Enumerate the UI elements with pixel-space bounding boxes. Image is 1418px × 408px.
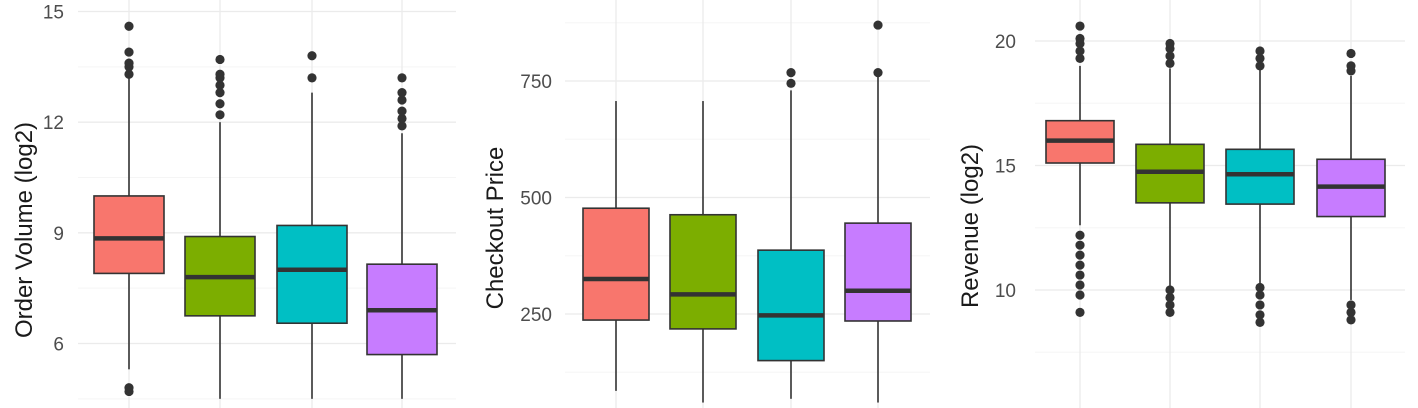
box-4 [844,20,912,403]
outlier-point [1255,282,1265,293]
outlier-point [215,88,225,98]
box-1 [1045,21,1115,318]
outlier-point [1075,230,1085,240]
outlier-point [1165,58,1175,69]
outlier-point [786,68,796,78]
outlier-point [1075,33,1085,44]
box-3 [757,68,825,399]
outlier-point [1075,46,1085,56]
outlier-point [1346,48,1356,59]
box-3 [276,51,348,399]
outlier-point [1165,307,1175,318]
outlier-point [1075,250,1085,260]
outlier-point [124,47,134,57]
y-tick-label: 6 [53,335,64,356]
outlier-point [1255,317,1265,327]
outlier-point [215,110,225,120]
outlier-point [1255,46,1265,56]
box-iqr [1225,148,1295,205]
y-tick-label: 15 [43,3,64,24]
y-axis-label: Checkout Price [482,147,509,310]
outlier-point [873,20,883,30]
outlier-point [307,73,317,83]
outlier-point [215,69,225,79]
y-tick-label: 5 [1005,406,1016,408]
box-4 [366,73,438,399]
panel-1: 6 9 12 15 Order Volume (log2) [11,0,456,408]
outlier-point [397,113,407,124]
outlier-point [1165,51,1175,61]
box-1 [582,101,650,391]
outlier-point [1346,300,1356,310]
y-tick-label: 250 [520,305,552,326]
outlier-point [1075,21,1085,31]
outlier-point [1165,300,1175,310]
outlier-point [1075,270,1085,280]
outlier-point [215,99,225,109]
outlier-point [215,54,225,65]
outlier-point [307,51,317,61]
box-3 [1225,46,1295,327]
box-2 [1135,38,1205,318]
outlier-point [397,95,407,105]
outlier-point [1255,290,1265,300]
box-iqr [93,195,165,275]
outlier-point [1346,307,1356,318]
outlier-point [1075,290,1085,300]
outlier-point [124,58,134,68]
outlier-point [1346,61,1356,71]
y-axis-label: Order Volume (log2) [11,122,38,338]
y-tick-label: 15 [995,157,1016,178]
outlier-point [1075,280,1085,290]
box-iqr [844,222,912,322]
box-iqr [276,224,348,325]
box-iqr [669,213,737,330]
y-tick-label: 9 [53,224,64,245]
outlier-point [124,21,134,31]
outlier-point [1255,300,1265,310]
outlier-point [397,73,407,83]
outlier-point [1075,240,1085,250]
outlier-point [1165,38,1175,49]
box-2 [669,101,737,403]
panel-3: 5 10 15 20 Revenue (log2) [957,0,1405,408]
y-tick-label: 500 [520,189,552,210]
outlier-point [1075,307,1085,318]
outlier-point [1346,315,1356,325]
gridlines [565,0,930,408]
outlier-point [397,121,407,131]
box-iqr [582,207,650,321]
box-iqr [757,249,825,362]
outlier-point [1075,53,1085,64]
outlier-point [1165,292,1175,303]
outlier-point [397,88,407,98]
y-axis-label: Revenue (log2) [957,144,984,308]
y-tick-label: 12 [43,113,64,134]
outlier-point [124,383,134,393]
y-tick-label: 10 [995,281,1016,302]
outlier-point [1165,285,1175,295]
y-tick-label: 20 [995,32,1016,53]
outlier-point [397,106,407,116]
outlier-point [786,78,796,88]
panel-2: 250 500 750 Checkout Price [482,0,930,408]
outlier-point [873,68,883,78]
box-2 [184,54,256,399]
outlier-point [1255,310,1265,320]
outlier-point [1255,61,1265,71]
outlier-point [1075,260,1085,270]
box-1 [93,21,165,397]
y-tick-label: 750 [520,72,552,93]
outlier-point [215,80,225,90]
box-4 [1316,48,1386,325]
outlier-point [124,69,134,79]
outlier-point [1255,53,1265,64]
